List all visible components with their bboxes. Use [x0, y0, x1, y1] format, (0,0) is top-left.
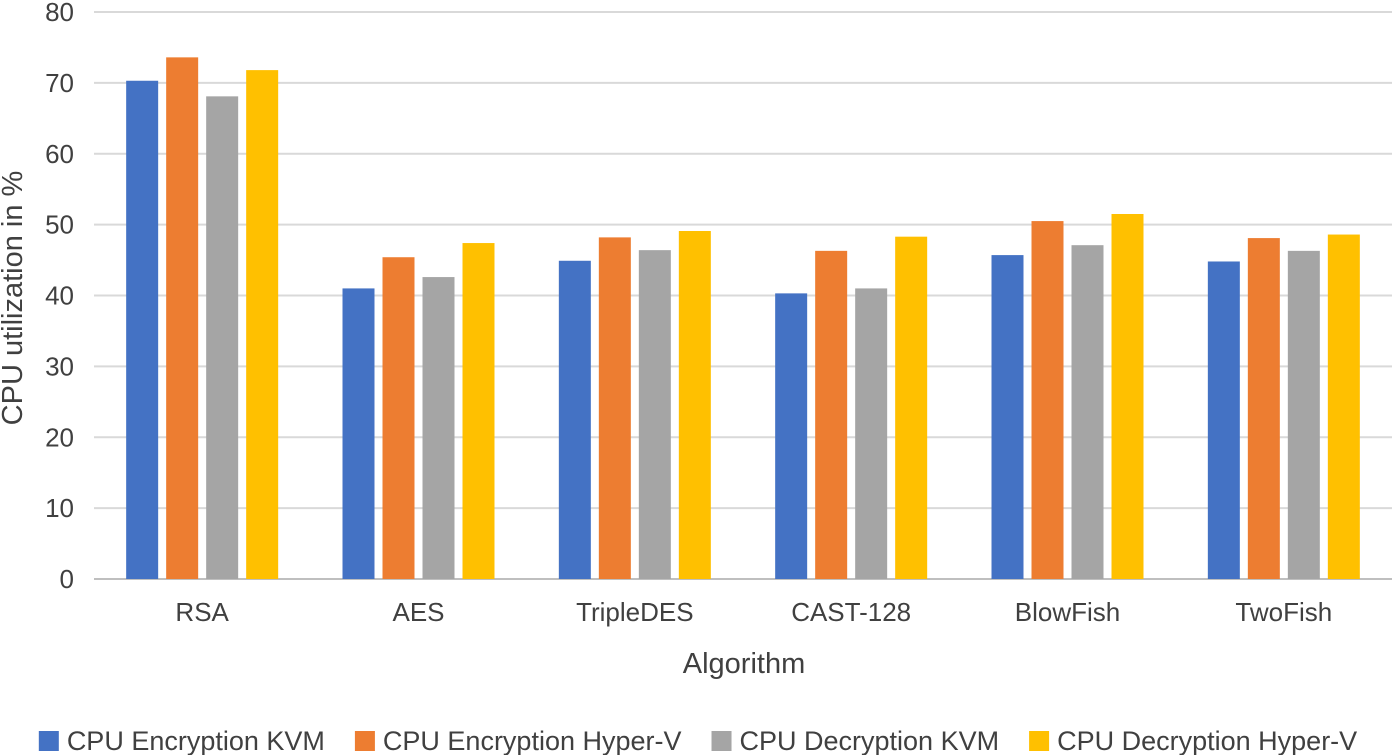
legend-label: CPU Encryption KVM: [67, 726, 325, 755]
bar: [895, 236, 928, 579]
bars: [126, 57, 1360, 580]
x-tick-label: TripleDES: [576, 597, 694, 627]
legend-item: CPU Encryption Hyper-V: [354, 726, 682, 755]
legend-item: CPU Decryption KVM: [711, 726, 1000, 755]
y-tick-label: 50: [45, 210, 74, 240]
gridlines: [94, 11, 1392, 580]
bar: [678, 231, 711, 579]
bar: [1207, 261, 1240, 579]
legend-item: CPU Decryption Hyper-V: [1029, 726, 1357, 755]
bar: [1111, 213, 1144, 579]
bar: [1071, 245, 1104, 579]
bar: [1287, 250, 1320, 579]
y-tick-label: 70: [45, 68, 74, 98]
x-axis-ticks: RSA AES TripleDES CAST-128 BlowFish TwoFish: [175, 597, 1332, 627]
bar: [1327, 234, 1360, 580]
y-tick-label: 20: [45, 422, 74, 452]
bar: [166, 57, 199, 580]
y-tick-label: 40: [45, 281, 74, 311]
y-axis-ticks: 0 10 20 30 40 50 60 70 80: [45, 0, 74, 594]
x-tick-label: BlowFish: [1015, 597, 1120, 627]
legend-swatch: [1029, 731, 1050, 751]
bar: [638, 250, 671, 579]
bar: [1031, 221, 1064, 580]
y-tick-label: 60: [45, 139, 74, 169]
x-tick-label: RSA: [175, 597, 229, 627]
y-tick-label: 0: [60, 564, 74, 594]
y-axis-title: CPU utilization in %: [0, 171, 29, 426]
legend-label: CPU Decryption Hyper-V: [1057, 726, 1357, 755]
bar: [246, 70, 279, 580]
legend-item: CPU Encryption KVM: [38, 726, 325, 755]
legend-swatch: [354, 731, 375, 751]
legend-swatch: [711, 731, 732, 751]
y-tick-label: 30: [45, 351, 74, 381]
bar: [126, 80, 159, 579]
bar: [422, 277, 455, 579]
bar: [991, 255, 1024, 579]
legend-label: CPU Encryption Hyper-V: [383, 726, 682, 755]
bar: [382, 257, 415, 579]
bar: [775, 293, 808, 579]
bar: [598, 237, 631, 579]
x-tick-label: AES: [392, 597, 444, 627]
x-tick-label: CAST-128: [791, 597, 911, 627]
bar: [855, 288, 888, 579]
x-tick-label: TwoFish: [1235, 597, 1332, 627]
legend-label: CPU Decryption KVM: [740, 726, 1000, 755]
y-tick-label: 10: [45, 493, 74, 523]
legend-swatch: [38, 731, 59, 751]
bar: [342, 288, 375, 579]
y-tick-label: 80: [45, 0, 74, 27]
bar: [815, 250, 848, 579]
bar: [462, 243, 495, 580]
bar: [1247, 238, 1280, 579]
bar: [206, 96, 239, 579]
legend: CPU Encryption KVM CPU Encryption Hyper-V…: [38, 726, 1357, 755]
bar: [558, 260, 591, 579]
x-axis-title: Algorithm: [683, 648, 806, 680]
